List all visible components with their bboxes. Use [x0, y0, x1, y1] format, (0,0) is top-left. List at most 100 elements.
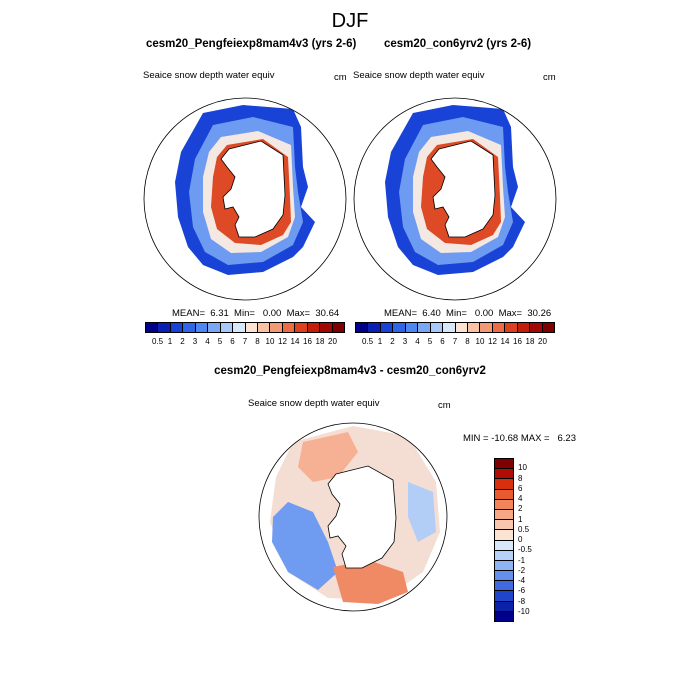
- colorbar-swatch: [495, 560, 513, 572]
- colorbar-tick-label: 10: [518, 463, 527, 473]
- diff-field-blue-east: [408, 482, 436, 542]
- colorbar-tick-label: 18: [315, 337, 325, 346]
- colorbar-swatch: [455, 323, 468, 332]
- colorbar-tick-label: 14: [500, 337, 510, 346]
- panel1-variable-label: Seaice snow depth water equiv: [143, 70, 275, 81]
- colorbar-tick-label: 20: [328, 337, 337, 346]
- diff-polar-map: [258, 422, 448, 612]
- colorbar-tick-label: 4: [518, 494, 523, 503]
- colorbar-swatch: [195, 323, 209, 332]
- colorbar-swatch: [245, 323, 258, 332]
- colorbar-tick-label: 18: [525, 337, 535, 346]
- colorbar-swatch: [430, 323, 444, 332]
- panel2-case-title: cesm20_con6yrv2 (yrs 2-6): [384, 38, 532, 50]
- colorbar-tick-label: 6: [518, 483, 523, 493]
- colorbar-swatch: [368, 323, 381, 332]
- colorbar-swatch: [495, 530, 513, 541]
- colorbar-tick-label: 3: [402, 337, 408, 346]
- colorbar-tick-label: -0.5: [518, 545, 532, 555]
- diff-field-red-north: [298, 432, 358, 482]
- colorbar-swatch: [295, 323, 308, 332]
- colorbar-swatch: [208, 323, 221, 332]
- colorbar-swatch: [530, 323, 543, 332]
- colorbar-tick-label: 10: [475, 337, 485, 346]
- colorbar-swatch: [495, 489, 513, 500]
- diff-field-red-south: [333, 560, 408, 604]
- colorbar-tick-label: 3: [192, 337, 198, 346]
- colorbar-tick-label: 0.5: [151, 337, 164, 346]
- colorbar-swatch: [146, 323, 159, 332]
- colorbar-tick-label: 16: [513, 337, 522, 346]
- page-title: DJF: [331, 10, 369, 32]
- colorbar-tick-label: 8: [465, 337, 470, 346]
- colorbar-swatch: [495, 479, 513, 490]
- colorbar-tick-label: 2: [518, 504, 523, 514]
- colorbar-tick-label: 0.5: [518, 524, 530, 534]
- colorbar-tick-label: 5: [217, 337, 223, 346]
- colorbar-swatch: [495, 469, 513, 480]
- colorbar-swatch: [282, 323, 296, 332]
- colorbar-tick-label: 6: [230, 337, 235, 346]
- panel1-polar-map: [143, 97, 347, 301]
- diff-variable-label: Seaice snow depth water equiv: [248, 398, 380, 409]
- colorbar-tick-label: 4: [415, 337, 420, 346]
- colorbar-swatch: [495, 520, 513, 531]
- panel2-polar-map: [353, 97, 557, 301]
- colorbar-tick-label: -6: [518, 586, 526, 596]
- colorbar-swatch: [495, 611, 513, 621]
- colorbar-swatch: [356, 323, 369, 332]
- colorbar-tick-label: -4: [518, 576, 526, 585]
- colorbar-tick-label: 20: [538, 337, 547, 346]
- colorbar-swatch: [233, 323, 246, 332]
- colorbar-swatch: [332, 323, 344, 332]
- colorbar-tick-label: -10: [518, 606, 530, 616]
- colorbar-swatch: [495, 601, 513, 612]
- colorbar-swatch: [495, 540, 513, 551]
- panel1-colorbar: [145, 322, 345, 333]
- map-boundary: [143, 97, 347, 301]
- colorbar-tick-label: 0.5: [361, 337, 374, 346]
- colorbar-swatch: [495, 550, 513, 561]
- colorbar-swatch: [257, 323, 271, 332]
- colorbar-tick-label: -2: [518, 565, 526, 575]
- panel2-colorbar: [355, 322, 555, 333]
- diff-minmax: MIN = -10.68 MAX = 6.23: [463, 433, 576, 444]
- colorbar-tick-label: 6: [440, 337, 445, 346]
- colorbar-swatch: [443, 323, 456, 332]
- colorbar-swatch: [495, 591, 513, 602]
- antarctica-continent: [327, 465, 397, 569]
- colorbar-tick-label: 7: [452, 337, 458, 346]
- colorbar-swatch: [495, 459, 513, 470]
- colorbar-swatch: [467, 323, 481, 332]
- colorbar-tick-label: 7: [242, 337, 248, 346]
- colorbar-tick-label: -8: [518, 596, 526, 606]
- colorbar-tick-label: 1: [518, 514, 523, 524]
- colorbar-tick-label: 12: [278, 337, 287, 346]
- colorbar-swatch: [405, 323, 419, 332]
- map-boundary: [353, 97, 557, 301]
- colorbar-tick-label: 16: [303, 337, 312, 346]
- colorbar-swatch: [505, 323, 518, 332]
- panel2-units-label: cm: [543, 72, 556, 83]
- colorbar-tick-label: 5: [427, 337, 433, 346]
- colorbar-swatch: [542, 323, 554, 332]
- colorbar-swatch: [380, 323, 394, 332]
- diff-field-blue-west: [272, 502, 338, 590]
- panel1-units-label: cm: [334, 72, 347, 83]
- colorbar-swatch: [270, 323, 283, 332]
- diff-colorbar-labels: 10 8 6 4 2 1 0.5 0 -0.5 -1 -2 -4 -6 -8 -10: [518, 458, 548, 622]
- colorbar-swatch: [495, 509, 513, 521]
- colorbar-swatch: [495, 571, 513, 582]
- colorbar-swatch: [492, 323, 506, 332]
- colorbar-swatch: [170, 323, 184, 332]
- panel1-stats: MEAN= 6.31 Min= 0.00 Max= 30.64: [172, 308, 340, 319]
- colorbar-tick-label: 2: [180, 337, 185, 346]
- panel1-case-title: cesm20_Pengfeiexp8mam4v3 (yrs 2-6): [146, 38, 357, 50]
- colorbar-swatch: [183, 323, 196, 332]
- colorbar-tick-label: 8: [518, 473, 523, 483]
- colorbar-swatch: [393, 323, 406, 332]
- colorbar-tick-label: 2: [390, 337, 395, 346]
- panel2-variable-label: Seaice snow depth water equiv: [353, 70, 485, 81]
- panel2-stats: MEAN= 6.40 Min= 0.00 Max= 30.26: [384, 308, 552, 319]
- colorbar-swatch: [495, 499, 513, 510]
